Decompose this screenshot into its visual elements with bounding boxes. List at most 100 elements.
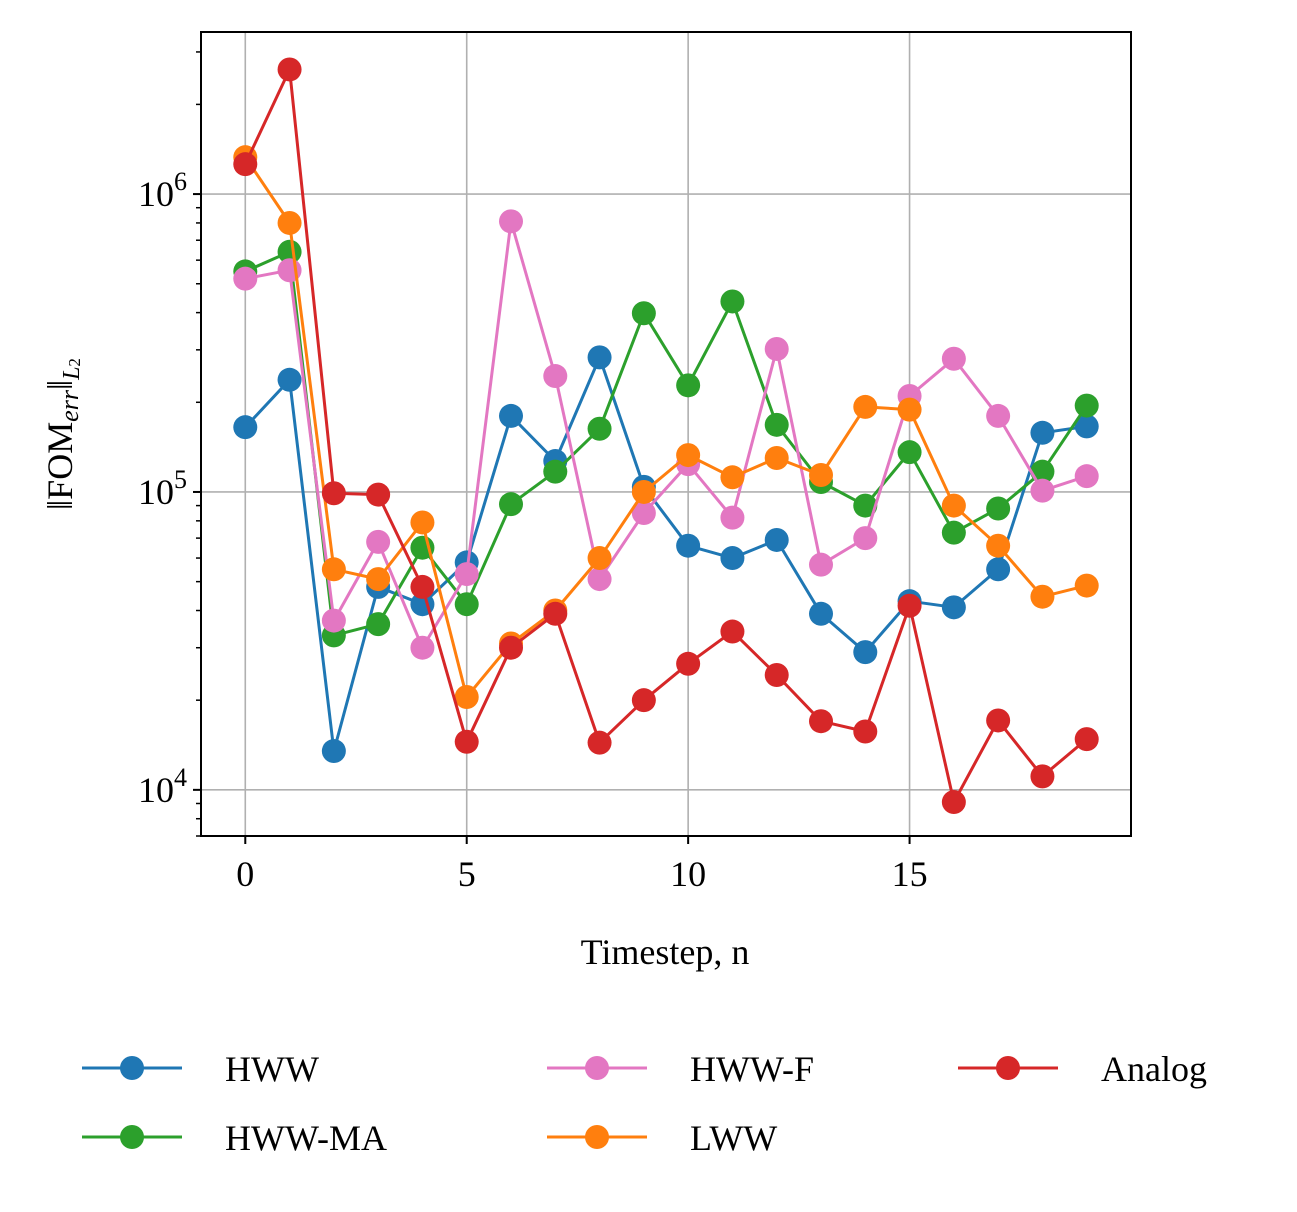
series-analog: [233, 57, 1099, 815]
data-point: [986, 403, 1011, 428]
data-point: [631, 688, 656, 713]
legend-label: HWW-MA: [225, 1118, 387, 1158]
data-point: [941, 520, 966, 545]
data-point: [853, 493, 878, 518]
data-point: [986, 708, 1011, 733]
series-hww-f: [233, 209, 1099, 660]
x-axis: 0 5 10 15: [236, 836, 928, 894]
y-label-sub2-index: 2: [65, 358, 84, 367]
data-point: [366, 612, 391, 637]
data-point: [454, 592, 479, 617]
series-group: [233, 57, 1099, 815]
data-point: [941, 790, 966, 815]
data-point: [499, 635, 523, 660]
y-tick-label: 106: [138, 167, 187, 214]
data-point: [764, 527, 789, 552]
y-label-sub2-base: L: [59, 367, 85, 381]
legend-marker: [120, 1056, 144, 1080]
data-point: [1030, 459, 1055, 484]
data-point: [543, 601, 568, 626]
data-point: [587, 546, 612, 571]
data-point: [941, 595, 966, 620]
legend-item: LWW: [547, 1118, 777, 1158]
data-point: [277, 210, 302, 235]
y-tick-label: 105: [138, 465, 187, 512]
data-point: [897, 397, 922, 422]
data-point: [499, 209, 523, 234]
data-point: [720, 289, 745, 314]
x-tick-label: 15: [892, 854, 928, 894]
data-point: [941, 346, 966, 371]
data-point: [454, 684, 479, 709]
data-point: [410, 574, 435, 599]
data-point: [720, 619, 745, 644]
grid: [201, 32, 1131, 836]
data-point: [1074, 727, 1099, 752]
legend-label: HWW: [225, 1049, 319, 1089]
x-tick-label: 10: [670, 854, 706, 894]
data-point: [720, 505, 745, 530]
plot-frame: [200, 31, 1132, 837]
data-point: [941, 493, 966, 518]
data-point: [853, 640, 878, 665]
y-label-main: ‖FOM: [40, 422, 80, 510]
data-point: [233, 415, 258, 440]
data-point: [321, 608, 346, 633]
legend-marker: [996, 1056, 1020, 1080]
legend-marker: [120, 1125, 144, 1149]
data-point: [1030, 420, 1055, 445]
data-point: [764, 412, 789, 437]
data-point: [233, 266, 258, 291]
data-point: [631, 479, 656, 504]
series-line: [243, 68, 1088, 804]
data-point: [454, 729, 479, 754]
data-point: [764, 446, 789, 471]
data-point: [986, 557, 1011, 582]
data-point: [631, 301, 656, 326]
data-point: [853, 719, 878, 744]
data-point: [720, 546, 745, 571]
data-point: [676, 373, 701, 398]
data-point: [321, 739, 346, 764]
data-point: [587, 345, 612, 370]
data-point: [587, 416, 612, 441]
data-point: [853, 394, 878, 419]
data-point: [676, 651, 701, 676]
legend-label: Analog: [1101, 1049, 1207, 1089]
data-point: [277, 367, 302, 392]
data-point: [1074, 464, 1099, 489]
legend-item: Analog: [958, 1049, 1207, 1089]
y-label-close: ‖: [40, 380, 80, 390]
data-point: [366, 482, 391, 507]
y-label-sub: err: [55, 389, 84, 422]
data-point: [587, 730, 612, 755]
legend-label: LWW: [690, 1118, 777, 1158]
data-point: [720, 465, 745, 490]
data-point: [809, 463, 833, 488]
legend-marker: [585, 1125, 609, 1149]
data-point: [1030, 584, 1055, 609]
data-point: [853, 526, 878, 551]
data-point: [897, 440, 922, 465]
y-axis: 104 105 106: [138, 51, 201, 837]
data-point: [809, 601, 833, 626]
data-point: [897, 593, 922, 618]
data-point: [631, 500, 656, 525]
legend-item: HWW-MA: [82, 1118, 387, 1158]
data-point: [233, 152, 258, 177]
data-point: [321, 481, 346, 506]
data-point: [764, 662, 789, 687]
legend: HWW HWW-F Analog HWW-MA LWW: [82, 1049, 1207, 1158]
data-point: [321, 557, 346, 582]
series-hww: [233, 345, 1099, 764]
series-lww: [233, 145, 1099, 709]
data-point: [1030, 478, 1055, 503]
legend-item: HWW-F: [547, 1049, 814, 1089]
x-axis-label: Timestep, n: [581, 932, 750, 972]
data-point: [809, 552, 833, 577]
data-point: [986, 496, 1011, 521]
data-point: [499, 492, 523, 517]
data-point: [1074, 573, 1099, 598]
data-point: [543, 364, 568, 389]
